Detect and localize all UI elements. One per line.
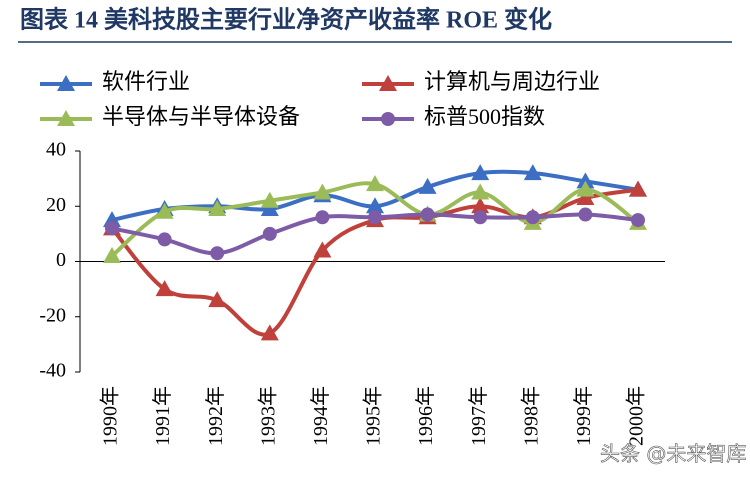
legend-label: 计算机与周边行业 (424, 69, 600, 94)
point (420, 207, 435, 222)
x-tick-label: 2000年 (625, 386, 648, 446)
y-tick-label: 40 (46, 139, 66, 161)
point (473, 210, 488, 225)
watermark: 头条 @未来智库 (600, 442, 746, 466)
legend-label: 标普500指数 (424, 104, 545, 129)
x-tick-label: 1990年 (99, 386, 122, 446)
x-tick-label: 1992年 (204, 386, 227, 446)
point (629, 180, 647, 197)
point (471, 197, 490, 214)
point (315, 210, 330, 225)
point (105, 221, 119, 236)
point (313, 241, 332, 258)
x-tick-label: 1993年 (256, 386, 279, 446)
y-tick-label: -40 (39, 360, 66, 382)
point (418, 177, 437, 194)
point (576, 188, 595, 205)
point (157, 232, 172, 247)
point (523, 164, 542, 181)
legend-marker (379, 75, 397, 91)
point (155, 202, 174, 219)
point (471, 164, 490, 181)
y-tick-label: 20 (46, 194, 66, 216)
point (313, 183, 332, 200)
point (262, 226, 277, 241)
x-tick-label: 1999年 (572, 386, 595, 446)
point (260, 191, 279, 208)
x-tick-label: 1996年 (414, 386, 437, 446)
point (471, 183, 490, 200)
x-tick-label: 1998年 (519, 386, 542, 446)
point (208, 200, 227, 217)
point (103, 246, 121, 263)
point (578, 207, 593, 222)
point (525, 210, 540, 225)
point (208, 291, 227, 308)
x-tick-label: 1991年 (151, 386, 174, 446)
legend-marker (57, 110, 75, 126)
point (576, 172, 595, 189)
point (260, 324, 279, 341)
point (368, 210, 382, 225)
x-tick-label: 1994年 (309, 386, 332, 446)
point (260, 200, 279, 217)
legend-marker (57, 75, 75, 91)
chart-title: 图表 14 美科技股主要行业净资产收益率 ROE 变化 (20, 6, 552, 34)
legend-label: 半导体与半导体设备 (102, 104, 300, 129)
point (631, 213, 645, 228)
legend-marker (381, 112, 395, 126)
point (576, 180, 595, 197)
point (210, 246, 225, 261)
y-tick-label: 0 (56, 249, 66, 271)
point (155, 280, 174, 297)
x-tick-label: 1997年 (467, 386, 490, 446)
y-tick-label: -20 (39, 304, 66, 326)
point (366, 197, 384, 214)
legend-label: 软件行业 (102, 69, 190, 94)
point (366, 175, 384, 192)
x-tick-label: 1995年 (362, 386, 385, 446)
